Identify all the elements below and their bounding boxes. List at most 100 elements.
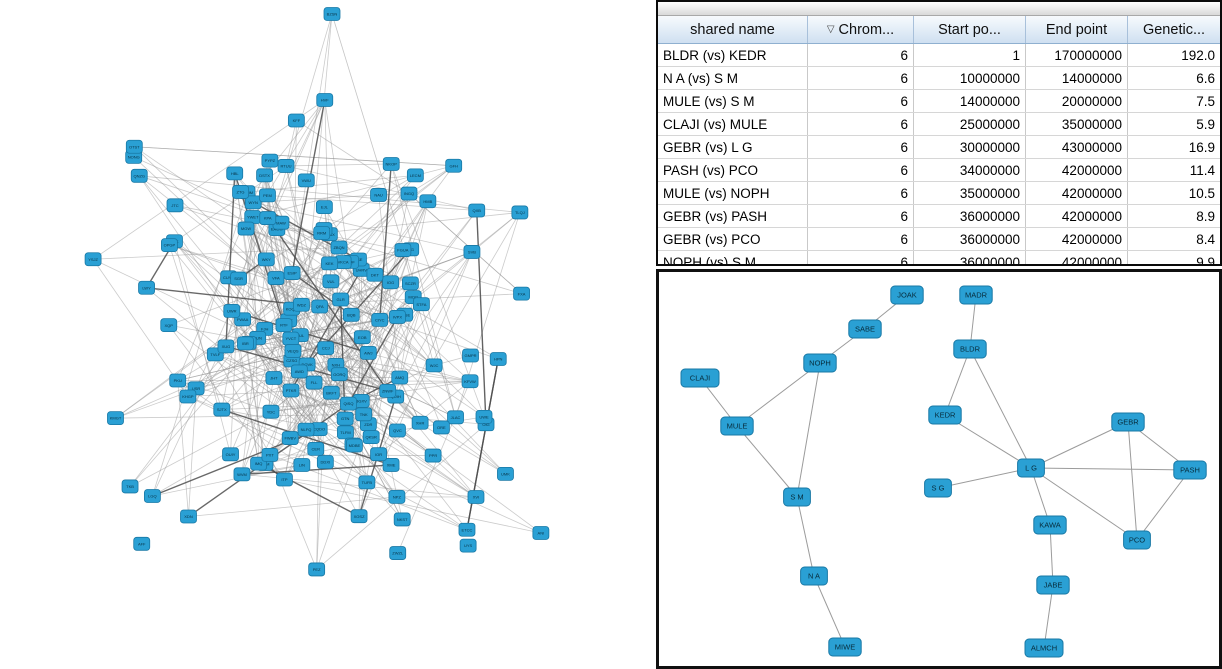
network-node-pco[interactable]: PCO	[1123, 530, 1151, 550]
column-header-chromosome[interactable]: ▽ Chrom...	[808, 16, 914, 43]
network-node[interactable]: OTST	[125, 139, 143, 154]
network-node[interactable]: CCJ	[317, 341, 335, 355]
network-node[interactable]: XOSZ	[350, 509, 368, 524]
network-node[interactable]: JHT	[265, 371, 283, 385]
table-row[interactable]: N A (vs) S M 6 10000000 14000000 6.6	[658, 67, 1220, 90]
network-node[interactable]: FWBV	[281, 431, 299, 445]
network-node[interactable]: ZBQN	[330, 240, 348, 255]
network-node[interactable]: VFA	[267, 271, 285, 285]
table-row[interactable]: MULE (vs) NOPH 6 35000000 42000000 10.5	[658, 182, 1220, 205]
network-node[interactable]: AFF	[133, 536, 151, 551]
network-node[interactable]: MDBE	[345, 438, 363, 453]
table-row[interactable]: GEBR (vs) PASH 6 36000000 42000000 8.9	[658, 205, 1220, 228]
network-node[interactable]: RTUU	[277, 159, 295, 173]
network-node-mule[interactable]: MULE	[720, 416, 754, 436]
network-node[interactable]: XME	[382, 458, 400, 472]
network-node[interactable]: XDN	[180, 509, 197, 524]
network-node[interactable]: WJC	[425, 358, 443, 373]
column-header-end_point[interactable]: End point	[1026, 16, 1128, 43]
network-node[interactable]: KEK	[321, 256, 338, 271]
network-node[interactable]: TLQJ	[511, 205, 529, 220]
network-node[interactable]: STFA	[412, 297, 430, 312]
network-node[interactable]: ETCC	[458, 522, 476, 537]
network-node-miwe[interactable]: MIWE	[828, 637, 862, 657]
network-node[interactable]: PYPZ	[261, 153, 279, 168]
network-node[interactable]: HBL	[226, 166, 244, 181]
network-node[interactable]: YSJZ	[84, 252, 102, 267]
network-node[interactable]: PPR	[424, 448, 442, 463]
network-node[interactable]: WKY	[257, 252, 275, 267]
network-node-noph[interactable]: NOPH	[803, 353, 837, 373]
table-row[interactable]: GEBR (vs) PCO 6 36000000 42000000 8.4	[658, 228, 1220, 251]
table-row[interactable]: CLAJI (vs) MULE 6 25000000 35000000 5.9	[658, 113, 1220, 136]
network-node[interactable]: VEQS	[284, 344, 302, 358]
network-node[interactable]: JLAC	[447, 410, 464, 425]
network-node[interactable]: DDXI	[316, 455, 334, 469]
network-node[interactable]: NKST	[393, 512, 411, 527]
filter-icon[interactable]: ▽	[826, 23, 835, 35]
network-node[interactable]: ZTG	[232, 185, 249, 199]
network-node[interactable]: QXB	[468, 203, 486, 218]
network-node[interactable]: WVM	[233, 467, 251, 482]
network-node[interactable]: BQB	[342, 307, 360, 322]
network-node[interactable]: QFA	[311, 299, 329, 314]
network-node[interactable]: PEZ	[308, 562, 326, 577]
network-node[interactable]: KFVW	[461, 374, 479, 389]
network-node[interactable]: GLR	[332, 292, 350, 307]
network-node[interactable]: SJTX	[213, 402, 231, 417]
network-node[interactable]: QVC	[389, 423, 406, 438]
table-row[interactable]: NOPH (vs) S M 6 36000000 42000000 9.9	[658, 251, 1220, 264]
network-node[interactable]: AWJ	[359, 345, 377, 360]
network-node[interactable]: PTKR	[282, 383, 300, 398]
network-node[interactable]: TNK	[355, 407, 373, 422]
network-node[interactable]: PXT	[261, 447, 279, 462]
network-node[interactable]: UMK	[497, 466, 514, 481]
network-node[interactable]: MGW	[237, 221, 255, 236]
network-node[interactable]: TKB	[121, 479, 139, 494]
network-node[interactable]: KFF	[287, 113, 305, 128]
network-node[interactable]: GTN	[336, 411, 354, 426]
network-node[interactable]: YVCT	[282, 331, 300, 346]
network-node[interactable]: BKFT	[322, 385, 340, 400]
network-node[interactable]: TUFB	[358, 475, 376, 490]
network-node-kedr[interactable]: KEDR	[928, 405, 962, 425]
network-node[interactable]: GFH	[445, 158, 463, 173]
network-node[interactable]: SVB	[463, 245, 481, 259]
network-node[interactable]: KPA	[259, 211, 277, 225]
network-node[interactable]: QKSR	[362, 430, 380, 445]
network-node[interactable]: OPGP	[161, 238, 178, 253]
network-node[interactable]: VUL	[322, 274, 340, 289]
network-node[interactable]: XUG	[217, 339, 235, 354]
network-node[interactable]: FGUA	[394, 243, 412, 257]
network-node[interactable]: ZWZL	[389, 546, 407, 560]
network-node-claji[interactable]: CLAJI	[680, 368, 720, 388]
network-node-jabe[interactable]: JABE	[1036, 575, 1070, 595]
network-node[interactable]: EOB	[353, 330, 371, 345]
network-node[interactable]: LWY	[138, 280, 155, 295]
network-node[interactable]: AWD	[290, 364, 308, 379]
network-node[interactable]: IOG	[382, 275, 400, 290]
network-node[interactable]: LGQ	[143, 489, 161, 503]
network-node[interactable]: FXA	[513, 286, 530, 301]
network-node-almch[interactable]: ALMCH	[1024, 638, 1064, 658]
table-row[interactable]: GEBR (vs) L G 6 30000000 43000000 16.9	[658, 136, 1220, 159]
network-node-madr[interactable]: MADR	[959, 285, 993, 305]
table-row[interactable]: PASH (vs) PCO 6 34000000 42000000 11.4	[658, 159, 1220, 182]
network-node[interactable]: NLFQ	[297, 422, 315, 437]
column-header-shared_name[interactable]: shared name	[658, 16, 808, 43]
network-node-sabe[interactable]: SABE	[848, 319, 882, 339]
network-node-bldr[interactable]: BLDR	[953, 339, 987, 359]
network-node[interactable]: ITP	[276, 472, 293, 487]
network-node[interactable]: TLFM	[337, 425, 354, 440]
network-node[interactable]: WDZ	[293, 297, 310, 312]
network-node[interactable]: NAU	[370, 188, 387, 202]
network-node[interactable]: NPZ	[388, 489, 406, 504]
network-node[interactable]: INGQ	[400, 186, 418, 201]
network-node[interactable]: QISQ	[340, 396, 357, 411]
network-node[interactable]: SGR	[230, 271, 247, 286]
network-node[interactable]: XHR	[411, 415, 429, 430]
network-node[interactable]: CER	[307, 441, 325, 456]
network-node[interactable]: ZNWF	[379, 383, 397, 398]
small-network-canvas[interactable]: JOAK MADR SABE BLDR NOPH CLAJI KEDR GEBR MULE L G…	[656, 269, 1222, 669]
network-node[interactable]: IVPX	[389, 310, 406, 324]
